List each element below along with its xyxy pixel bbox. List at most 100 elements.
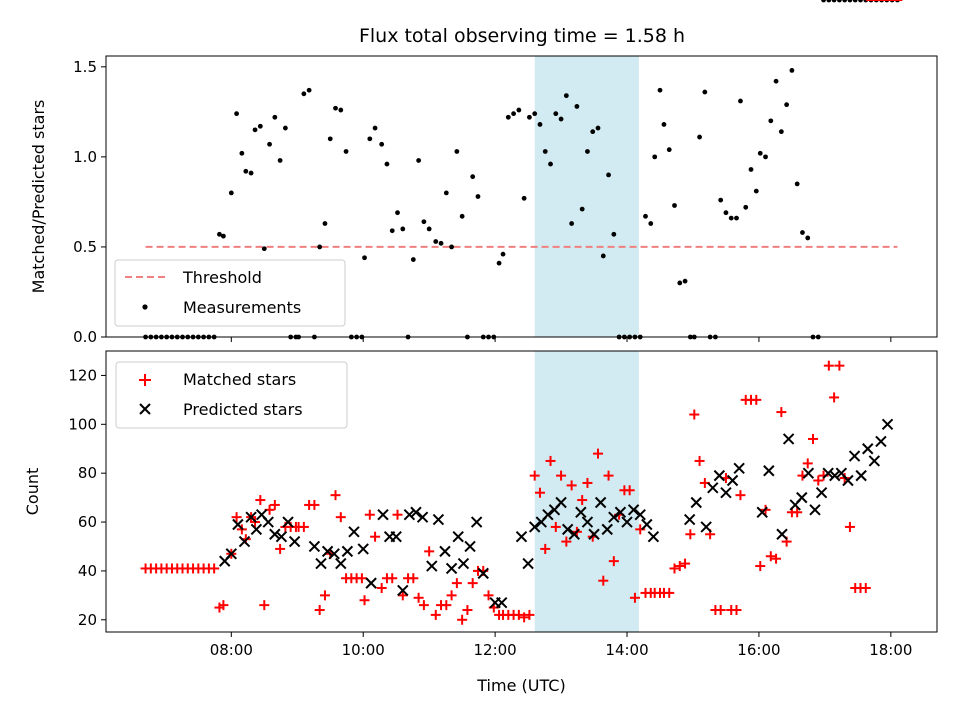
matched-star-point bbox=[776, 407, 787, 418]
x-stroke-b bbox=[432, 513, 445, 526]
predicted-star-point bbox=[496, 596, 508, 609]
measurement-point bbox=[267, 141, 272, 147]
measurement-point bbox=[511, 111, 516, 117]
predicted-star-point bbox=[410, 506, 422, 518]
measurement-point bbox=[682, 278, 688, 284]
matched-star-point bbox=[751, 394, 762, 405]
x-tick-label: 12:00 bbox=[474, 641, 517, 659]
x-stroke-b bbox=[555, 496, 567, 509]
matched-star-point bbox=[860, 583, 871, 594]
predicted-star-point bbox=[288, 535, 301, 548]
predicted-star-point bbox=[522, 557, 534, 570]
predicted-star-point bbox=[581, 516, 594, 528]
x-stroke-b bbox=[477, 567, 489, 580]
measurement-point bbox=[558, 116, 564, 122]
measurement-point bbox=[723, 210, 729, 216]
measurement-point bbox=[743, 204, 749, 210]
predicted-star-point bbox=[875, 435, 887, 448]
measurement-point bbox=[379, 141, 385, 147]
x-stroke-b bbox=[496, 596, 508, 609]
x-stroke-b bbox=[634, 509, 646, 521]
x-stroke-b bbox=[321, 545, 334, 558]
matched-star-point bbox=[309, 499, 320, 510]
x-stroke-b bbox=[410, 506, 422, 518]
measurement-point bbox=[372, 125, 378, 131]
measurement-point bbox=[778, 129, 784, 135]
x-stroke-b bbox=[282, 516, 294, 528]
predicted-star-point bbox=[829, 469, 841, 482]
measurement-point bbox=[542, 149, 548, 154]
predicted-star-point bbox=[377, 509, 389, 521]
x-stroke-b bbox=[522, 557, 534, 570]
y-tick-label: 20 bbox=[78, 611, 97, 629]
x-tick-label: 16:00 bbox=[737, 641, 780, 659]
predicted-star-point bbox=[321, 545, 334, 558]
measurement-point bbox=[228, 190, 234, 196]
predicted-star-point bbox=[815, 487, 828, 499]
x-stroke-b bbox=[232, 518, 244, 531]
matched-star-point bbox=[335, 512, 346, 523]
measurement-point bbox=[400, 226, 406, 232]
measurement-point bbox=[794, 181, 800, 187]
predicted-star-point bbox=[390, 530, 402, 543]
matched-star-point bbox=[519, 612, 530, 623]
x-stroke-b bbox=[875, 435, 887, 448]
x-stroke-b bbox=[627, 504, 640, 516]
x-stroke-b bbox=[357, 543, 369, 555]
x-stroke-b bbox=[848, 450, 861, 462]
predicted-star-point bbox=[357, 543, 369, 555]
measurement-point bbox=[537, 122, 543, 127]
measurement-point bbox=[800, 230, 805, 235]
x-stroke-b bbox=[621, 516, 633, 528]
matched-star-point bbox=[319, 590, 330, 601]
x-stroke-b bbox=[288, 535, 301, 548]
measurement-point bbox=[768, 118, 774, 124]
measurement-point bbox=[773, 78, 779, 84]
matched-star-point bbox=[629, 592, 640, 603]
matched-star-point bbox=[418, 600, 429, 611]
x-stroke-b bbox=[608, 511, 620, 523]
predicted-star-point bbox=[477, 567, 489, 580]
x-stroke-b bbox=[862, 443, 874, 455]
matched-star-point bbox=[430, 609, 441, 620]
predicted-star-point bbox=[848, 450, 861, 462]
x-stroke-b bbox=[855, 469, 867, 482]
x-axis-label: Time (UTC) bbox=[476, 676, 565, 695]
predicted-star-point bbox=[842, 474, 854, 487]
x-tick-label: 18:00 bbox=[869, 641, 912, 659]
measurement-point bbox=[277, 158, 283, 163]
x-stroke-b bbox=[390, 530, 402, 543]
matched-star-point bbox=[755, 561, 766, 572]
predicted-star-point bbox=[561, 523, 574, 536]
measurement-point bbox=[805, 235, 811, 241]
measurement-point bbox=[438, 240, 444, 246]
x-stroke-b bbox=[262, 516, 274, 528]
y-tick-label: 0.0 bbox=[73, 328, 97, 346]
measurement-point bbox=[343, 149, 349, 154]
legend-matched-swatch bbox=[139, 374, 151, 386]
x-stroke-b bbox=[457, 557, 470, 570]
y-tick-label: 80 bbox=[78, 464, 97, 482]
matched-star-point bbox=[540, 543, 551, 554]
predicted-star-point bbox=[707, 482, 719, 494]
x-stroke-b bbox=[594, 496, 607, 509]
predicted-star-point bbox=[269, 528, 281, 540]
x-stroke-b bbox=[690, 496, 702, 509]
predicted-star-point bbox=[262, 516, 274, 528]
x-stroke-b bbox=[815, 487, 828, 499]
highlight-span-bottom bbox=[534, 351, 639, 632]
matched-star-point bbox=[269, 499, 280, 510]
measurement-point bbox=[553, 111, 559, 117]
predicted-star-point bbox=[881, 418, 894, 431]
predicted-star-point bbox=[275, 530, 288, 543]
measurement-point bbox=[532, 111, 538, 117]
predicted-star-point bbox=[335, 557, 347, 570]
x-stroke-b bbox=[683, 513, 696, 526]
predicted-star-point bbox=[250, 523, 263, 536]
matched-star-point bbox=[359, 595, 370, 606]
measurement-point bbox=[217, 231, 222, 237]
matched-star-point bbox=[370, 531, 381, 542]
measurement-point bbox=[317, 244, 323, 250]
predicted-star-point bbox=[862, 443, 874, 455]
measurement-point bbox=[748, 167, 754, 172]
